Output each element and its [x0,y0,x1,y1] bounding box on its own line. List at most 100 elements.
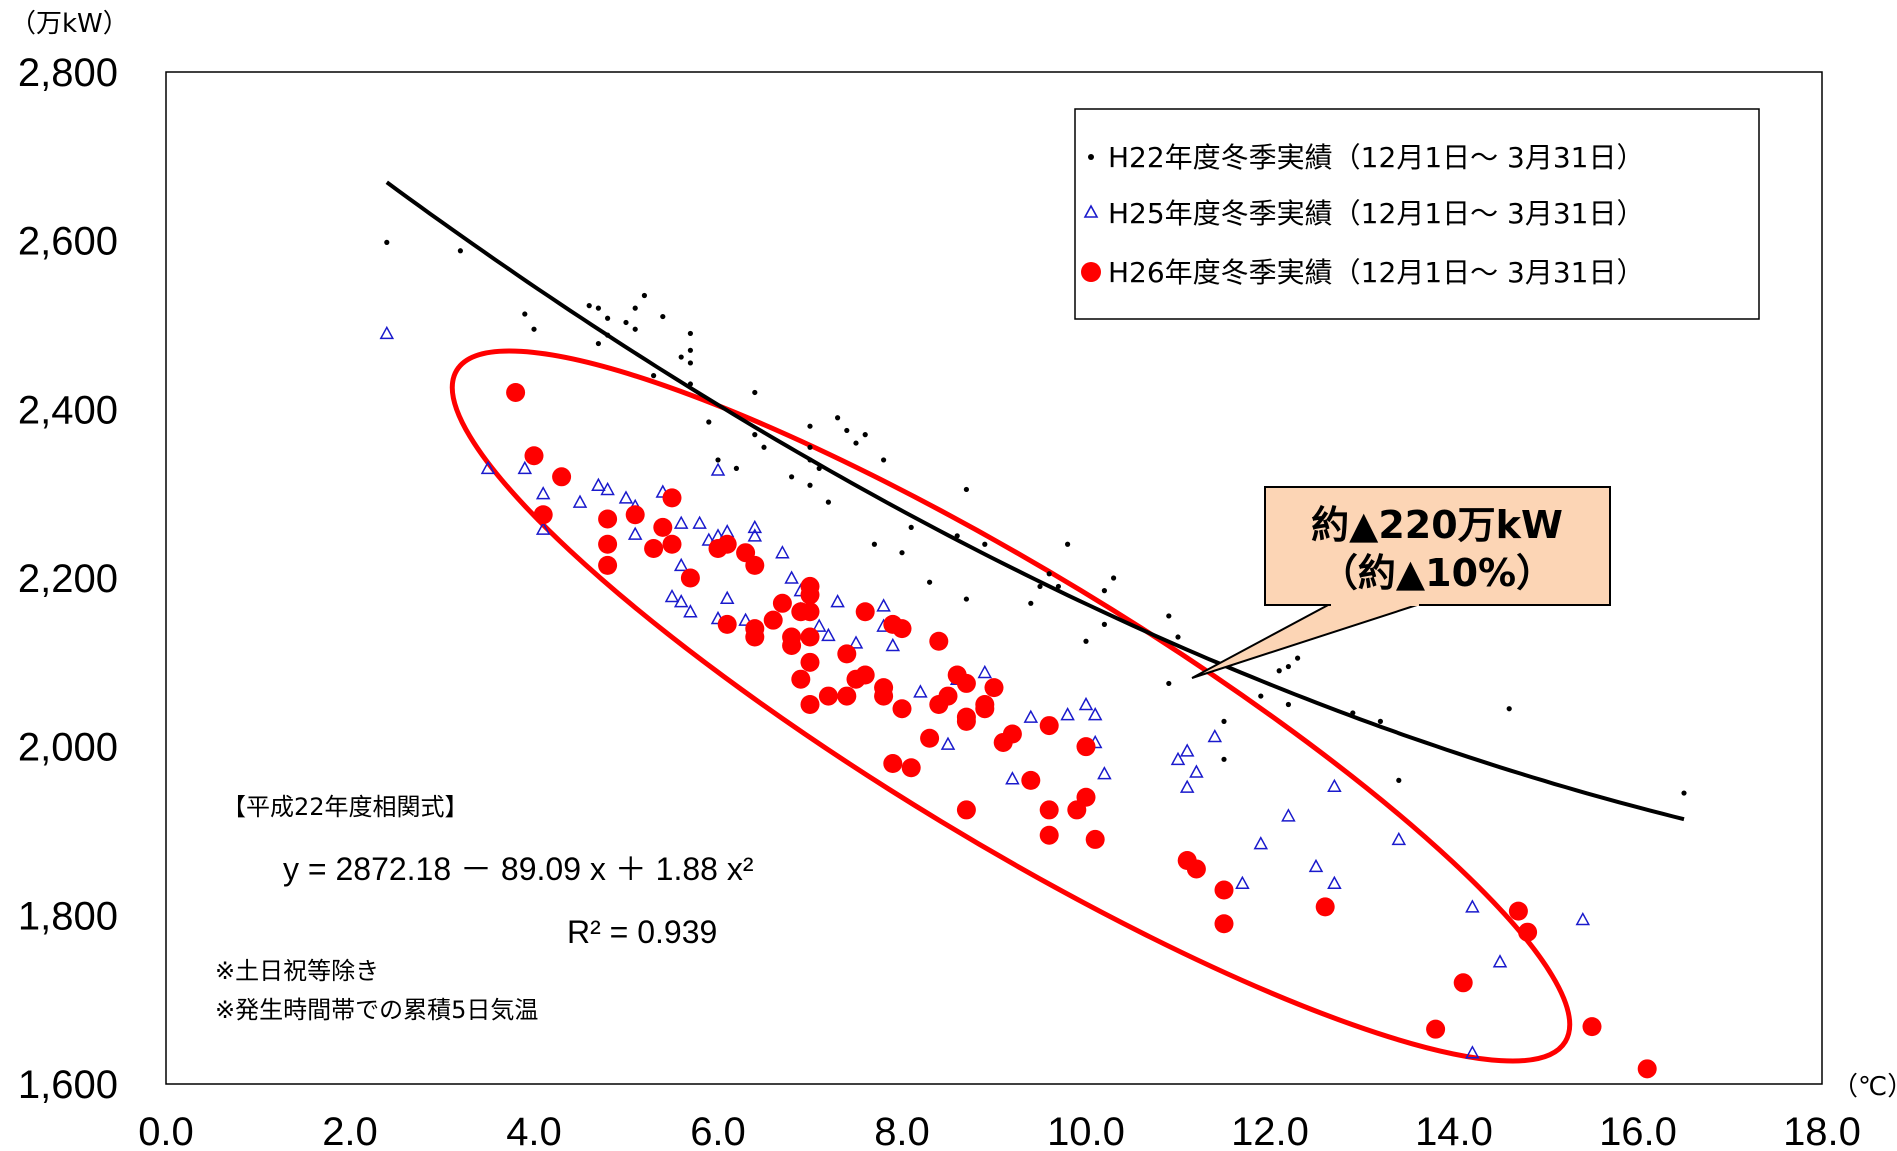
data-point-h22 [457,248,463,254]
y-axis-unit: （万kW） [10,9,129,39]
difference-callout: 約▲220万kW （約▲10%） [1191,486,1611,679]
data-point-h26 [1315,897,1335,917]
data-point-h25 [747,519,763,534]
data-point-h26 [533,505,553,525]
data-point-h22 [687,347,694,353]
data-point-h25 [848,635,864,649]
data-point-h22 [678,354,684,360]
data-point-h26 [956,711,976,731]
data-point-h25 [535,486,551,500]
data-point-h26 [1637,1059,1657,1079]
legend-box [1074,108,1760,320]
data-point-h22 [384,239,390,245]
plot-area [165,71,1823,1085]
data-point-h26 [782,627,802,647]
data-point-h26 [1426,1019,1446,1039]
callout-box [1264,486,1611,606]
data-point-h22 [1065,541,1071,547]
data-point-h25 [480,460,496,475]
data-point-h25 [1078,696,1094,711]
data-point-h22 [1285,663,1291,670]
data-point-h26 [625,505,645,525]
data-point-h22 [733,465,740,471]
legend-label-h25: H25年度冬季実績（12月1日～ 3月31日） [1108,197,1644,230]
data-point-h22 [595,340,602,347]
data-point-h22 [586,303,592,309]
data-point-h22 [706,419,712,425]
x-tick-label: 14.0 [1415,1110,1493,1151]
data-point-h22 [522,311,528,317]
data-point-h25 [1189,764,1204,778]
data-point-h22 [1506,706,1512,712]
data-point-h22 [1166,613,1172,619]
data-point-h25 [379,325,395,340]
data-point-h25 [1087,707,1103,721]
legend-label-h26: H26年度冬季実績（12月1日～ 3月31日） [1108,256,1644,289]
highlight-ellipse [449,348,1573,1064]
y-tick-label: 1,600 [18,1063,118,1107]
data-point-h25 [1465,899,1480,913]
x-tick-label: 18.0 [1783,1110,1861,1151]
data-point-h22 [1681,790,1687,796]
data-point-h22 [982,541,988,547]
data-point-h26 [598,534,618,554]
callout-line-2: （約▲10%） [1320,551,1554,595]
data-point-h25 [876,598,891,612]
data-point-h26 [855,665,875,685]
data-point-h22 [605,315,611,321]
data-point-h25 [673,515,689,529]
data-point-h26 [1085,829,1105,849]
data-point-h22 [881,457,887,463]
data-point-h25 [719,590,735,604]
data-point-h25 [673,557,689,572]
data-point-h22 [761,444,767,450]
data-point-h26 [772,593,792,613]
data-point-h26 [1186,859,1206,879]
data-point-h22 [1175,634,1181,640]
note-temperature: ※発生時間帯での累積5日気温 [215,996,538,1024]
callout-pointer [1191,603,1421,679]
data-point-h25 [627,526,643,540]
data-point-h22 [632,326,638,332]
data-point-h25 [535,521,551,535]
data-point-h22 [963,486,970,493]
data-point-h26 [552,467,572,487]
data-point-h22 [927,579,933,585]
x-tick-label: 8.0 [874,1110,930,1151]
trendline-h22 [385,180,1685,822]
data-point-h22 [835,415,841,421]
data-point-h26 [1508,901,1528,921]
data-point-h22 [687,360,694,366]
equation-title: 【平成22年度相関式】 [222,793,469,821]
data-point-h22 [1377,718,1383,724]
data-point-h26 [800,652,820,672]
x-tick-label: 2.0 [322,1110,378,1151]
data-point-h26 [920,728,940,748]
data-point-h25 [1327,875,1342,890]
data-point-h26 [1518,922,1538,942]
data-point-h26 [1214,880,1234,900]
data-point-h22 [531,326,537,332]
data-point-h25 [811,618,827,632]
data-point-h25 [1327,778,1342,793]
series-h25 [379,325,1591,1059]
data-point-h22 [715,457,721,463]
data-point-h26 [598,555,618,575]
data-point-h22 [687,330,694,337]
data-point-h26 [717,614,737,634]
data-point-h25 [1465,1045,1480,1059]
data-point-h25 [1253,836,1269,850]
x-tick-label: 10.0 [1047,1110,1125,1151]
data-point-h26 [837,644,857,664]
data-point-h22 [844,427,850,434]
data-point-h22 [752,432,758,438]
data-point-h26 [956,673,976,693]
data-point-h25 [1207,728,1223,743]
r-squared-text: R² = 0.939 [567,914,717,950]
data-point-h25 [1575,911,1591,926]
data-point-h26 [1076,787,1096,807]
data-point-h26 [800,627,820,647]
data-point-h26 [818,686,838,706]
data-point-h25 [1179,779,1195,793]
